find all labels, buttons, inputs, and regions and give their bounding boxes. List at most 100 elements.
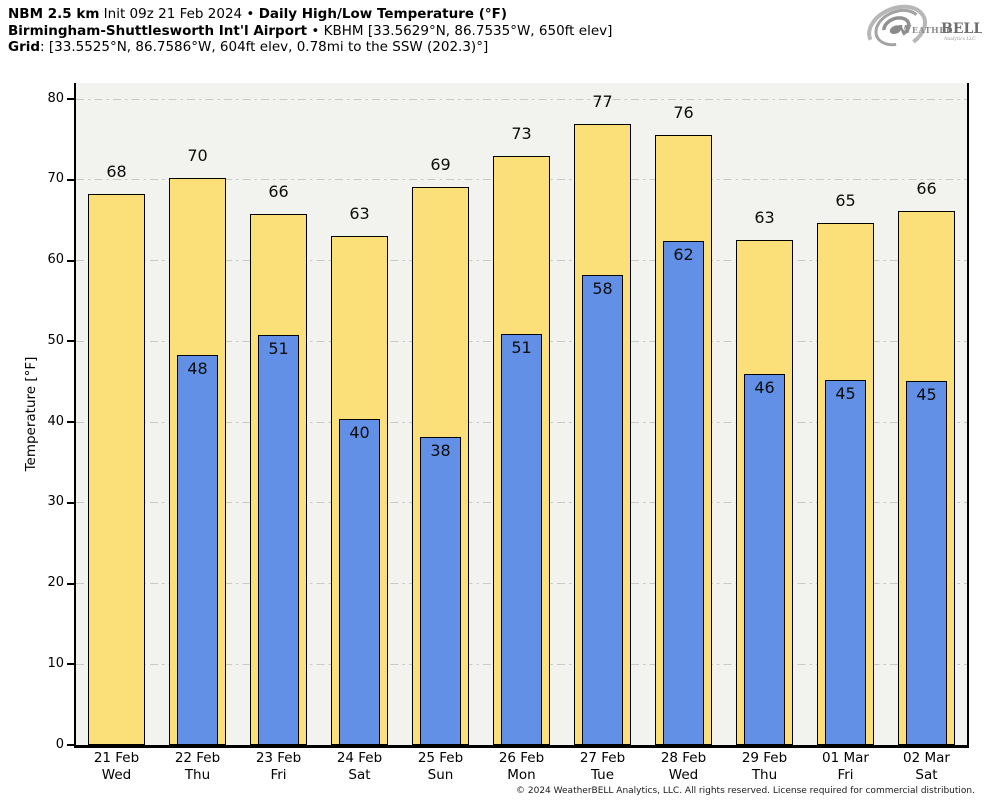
logo-text-weather: Weather xyxy=(898,23,953,36)
low-value-label-1: 48 xyxy=(187,359,208,379)
logo-text-analytics: Analytics LLC xyxy=(943,36,976,42)
logo-text-bell: BELL xyxy=(941,21,982,37)
x-label-6: 27 Feb Tue xyxy=(558,750,648,784)
y-tick-label-10: 10 xyxy=(47,655,64,671)
y-tick-label-20: 20 xyxy=(47,575,64,591)
x-label-date-3: 24 Feb xyxy=(336,750,383,766)
low-value-label-2: 51 xyxy=(268,338,289,358)
x-label-day-3: Sat xyxy=(348,767,371,783)
low-value-label-10: 45 xyxy=(916,384,937,404)
y-tick-30 xyxy=(67,501,74,504)
x-label-8: 29 Feb Thu xyxy=(720,750,810,784)
y-tick-60 xyxy=(67,259,74,262)
y-tick-50 xyxy=(67,340,74,343)
x-label-0: 21 Feb Wed xyxy=(72,750,162,784)
init-time: Init 09z 21 Feb 2024 • xyxy=(99,6,259,22)
model-name: NBM 2.5 km xyxy=(8,6,100,22)
high-value-label-7: 76 xyxy=(673,102,694,122)
grid-value: : [33.5525°N, 86.7586°W, 604ft elev, 0.7… xyxy=(40,39,489,55)
weatherbell-swirl-icon: Weather BELL Analytics LLC xyxy=(867,4,983,47)
x-label-9: 01 Mar Fri xyxy=(801,750,891,784)
low-value-label-6: 58 xyxy=(592,279,613,299)
header-line-2: Birmingham-Shuttlesworth Int'l Airport •… xyxy=(8,23,612,40)
y-tick-label-70: 70 xyxy=(47,171,64,187)
x-label-date-4: 25 Feb xyxy=(417,750,464,766)
low-bar-8 xyxy=(743,374,786,745)
header-line-3: Grid: [33.5525°N, 86.7586°W, 604ft elev,… xyxy=(8,39,612,56)
high-value-label-4: 69 xyxy=(430,155,451,175)
x-label-5: 26 Feb Mon xyxy=(477,750,567,784)
high-value-label-5: 73 xyxy=(511,123,532,143)
product-name: Daily High/Low Temperature (°F) xyxy=(258,6,508,22)
low-bar-5 xyxy=(500,334,543,745)
x-label-date-8: 29 Feb xyxy=(741,750,788,766)
x-label-date-0: 21 Feb xyxy=(93,750,140,766)
x-label-10: 02 Mar Sat xyxy=(882,750,972,784)
y-tick-label-80: 80 xyxy=(47,90,64,106)
x-label-date-9: 01 Mar xyxy=(822,750,869,766)
low-value-label-4: 38 xyxy=(430,441,451,461)
x-label-day-6: Tue xyxy=(590,767,615,783)
high-value-label-6: 77 xyxy=(592,92,613,112)
header-line-1: NBM 2.5 km Init 09z 21 Feb 2024 • Daily … xyxy=(8,6,612,23)
chart-header: NBM 2.5 km Init 09z 21 Feb 2024 • Daily … xyxy=(8,6,612,56)
x-label-day-8: Thu xyxy=(751,767,778,783)
low-value-label-7: 62 xyxy=(673,245,694,265)
high-value-label-10: 66 xyxy=(916,178,937,198)
low-bar-6 xyxy=(581,275,624,745)
x-label-day-2: Fri xyxy=(270,767,287,783)
high-bar-0 xyxy=(88,193,145,745)
y-tick-0 xyxy=(67,744,74,746)
x-label-date-2: 23 Feb xyxy=(255,750,302,766)
x-label-day-5: Mon xyxy=(507,767,536,783)
y-tick-label-40: 40 xyxy=(47,413,64,429)
y-tick-label-30: 30 xyxy=(47,494,64,510)
station-name: Birmingham-Shuttlesworth Int'l Airport xyxy=(8,22,308,39)
low-bar-2 xyxy=(257,334,300,745)
x-label-date-1: 22 Feb xyxy=(174,750,221,766)
high-value-label-1: 70 xyxy=(187,146,208,166)
y-tick-20 xyxy=(67,582,74,585)
low-bar-9 xyxy=(824,380,867,745)
station-meta: • KBHM [33.5629°N, 86.7535°W, 650ft elev… xyxy=(307,22,613,39)
low-bar-1 xyxy=(176,355,219,745)
x-label-date-6: 27 Feb xyxy=(579,750,626,766)
high-value-label-8: 63 xyxy=(754,207,775,227)
weatherbell-logo: Weather BELL Analytics LLC xyxy=(864,2,983,54)
x-label-day-9: Fri xyxy=(837,767,854,783)
x-label-2: 23 Feb Fri xyxy=(234,750,324,784)
low-bar-4 xyxy=(419,437,462,745)
low-bar-10 xyxy=(905,380,948,745)
low-bar-3 xyxy=(338,418,381,745)
x-label-date-5: 26 Feb xyxy=(498,750,545,766)
copyright-footer: © 2024 WeatherBELL Analytics, LLC. All r… xyxy=(516,786,975,796)
x-label-day-10: Sat xyxy=(915,767,938,783)
x-label-3: 24 Feb Sat xyxy=(315,750,405,784)
y-tick-80 xyxy=(67,98,74,101)
high-value-label-0: 68 xyxy=(106,161,127,181)
x-label-4: 25 Feb Sun xyxy=(396,750,486,784)
y-tick-label-60: 60 xyxy=(47,252,64,268)
y-tick-70 xyxy=(67,178,74,181)
high-value-label-3: 63 xyxy=(349,204,370,224)
y-tick-label-50: 50 xyxy=(47,332,64,348)
low-value-label-5: 51 xyxy=(511,338,532,358)
x-label-date-7: 28 Feb xyxy=(660,750,707,766)
y-tick-label-0: 0 xyxy=(55,736,64,752)
high-value-label-9: 65 xyxy=(835,190,856,210)
y-tick-10 xyxy=(67,663,74,666)
x-label-day-1: Thu xyxy=(184,767,211,783)
x-label-7: 28 Feb Wed xyxy=(639,750,729,784)
low-value-label-3: 40 xyxy=(349,422,370,442)
grid-label: Grid xyxy=(8,39,41,55)
plot-area: 68 70 48 66 51 63 40 69 38 73 51 77 58 76 62 63 46 65 45 66… xyxy=(74,83,969,748)
low-value-label-8: 46 xyxy=(754,378,775,398)
x-label-date-10: 02 Mar xyxy=(903,750,950,766)
low-bar-7 xyxy=(662,241,705,745)
high-value-label-2: 66 xyxy=(268,181,289,201)
gridline-80 xyxy=(76,98,967,100)
x-label-day-4: Sun xyxy=(427,767,454,783)
x-label-day-0: Wed xyxy=(101,767,132,783)
low-value-label-9: 45 xyxy=(835,384,856,404)
